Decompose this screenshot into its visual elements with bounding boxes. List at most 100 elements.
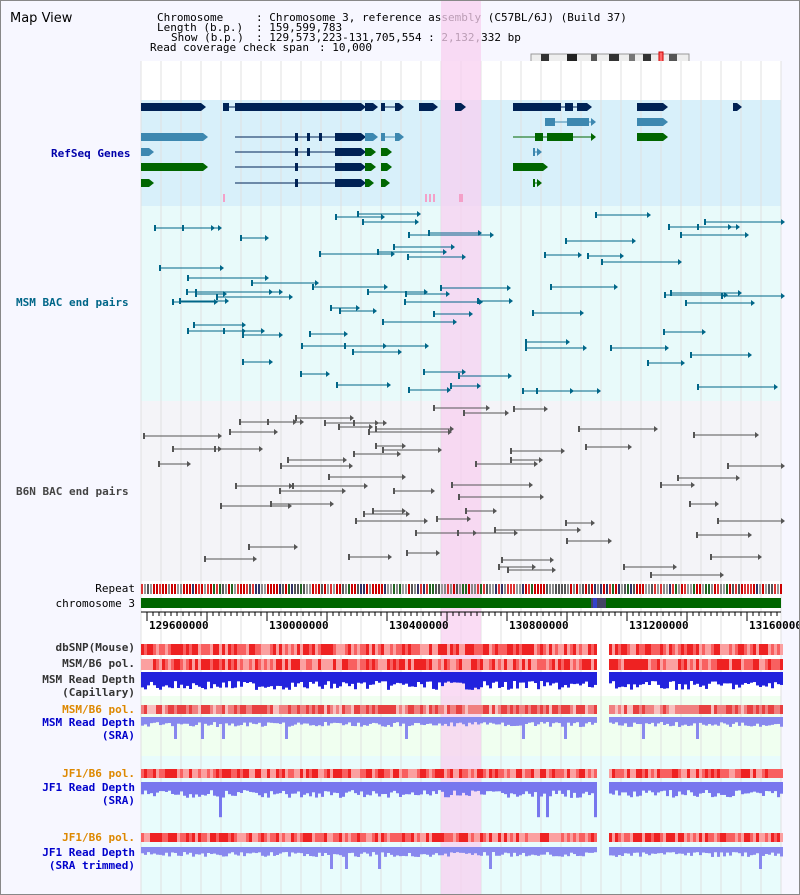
heat-cell — [633, 659, 636, 670]
repeat-segment — [435, 584, 437, 594]
depth-bar — [243, 847, 246, 857]
heat-cell — [729, 833, 732, 842]
heat-cell — [321, 705, 324, 714]
repeat-segment — [273, 584, 275, 594]
depth-bar — [522, 782, 525, 795]
depth-bar — [609, 847, 612, 856]
heat-cell — [306, 644, 309, 655]
heat-cell — [777, 644, 780, 655]
depth-bar — [726, 847, 729, 853]
heat-cell — [351, 659, 354, 670]
heat-cell — [612, 833, 615, 842]
depth-bar — [729, 672, 732, 684]
depth-bar — [267, 847, 270, 856]
heat-cell — [687, 769, 690, 778]
heat-cell — [516, 705, 519, 714]
depth-bar — [222, 672, 225, 683]
depth-bar — [213, 782, 216, 796]
depth-bar — [174, 847, 177, 853]
heat-cell — [465, 769, 468, 778]
heat-cell — [762, 659, 765, 670]
heat-cell — [495, 705, 498, 714]
heat-cell — [216, 659, 219, 670]
depth-bar — [633, 717, 636, 723]
bac-end — [328, 474, 330, 480]
heat-cell — [168, 769, 171, 778]
heat-cell — [198, 644, 201, 655]
depth-bar — [681, 672, 684, 690]
depth-bar — [780, 672, 783, 685]
depth-bar — [354, 782, 357, 794]
heat-cell — [330, 659, 333, 670]
heat-cell — [417, 659, 420, 670]
gene-exon — [381, 133, 385, 141]
depth-bar — [393, 717, 396, 723]
heat-cell — [162, 705, 165, 714]
depth-bar — [285, 717, 288, 739]
bac-end-arrow — [540, 494, 544, 500]
depth-bar — [366, 717, 369, 726]
depth-bar — [405, 847, 408, 857]
depth-bar — [636, 717, 639, 725]
depth-bar — [366, 782, 369, 795]
repeat-segment — [423, 584, 425, 594]
repeat-segment — [723, 584, 725, 594]
depth-bar — [684, 717, 687, 725]
depth-bar — [726, 782, 729, 797]
heat-cell — [702, 705, 705, 714]
depth-bar — [180, 717, 183, 725]
heat-cell — [261, 644, 264, 655]
depth-bar — [516, 717, 519, 726]
gene-exon — [141, 148, 149, 156]
depth-bar — [315, 672, 318, 682]
repeat-segment — [360, 584, 362, 594]
depth-bar — [402, 717, 405, 724]
depth-bar — [357, 782, 360, 795]
depth-bar — [369, 717, 372, 724]
heat-cell — [432, 833, 435, 842]
depth-bar — [210, 782, 213, 791]
heat-cell — [570, 833, 573, 842]
heat-cell — [150, 833, 153, 842]
heat-cell — [285, 644, 288, 655]
heat-cell — [663, 705, 666, 714]
bac-end-arrow — [384, 284, 388, 290]
bac-end-arrow — [402, 508, 406, 514]
depth-bar — [153, 782, 156, 797]
heat-cell — [477, 659, 480, 670]
depth-bar — [234, 672, 237, 688]
heat-cell — [300, 833, 303, 842]
gene-exon — [223, 103, 229, 111]
heat-cell — [300, 644, 303, 655]
heat-cell — [468, 769, 471, 778]
heat-cell — [756, 644, 759, 655]
heat-cell — [249, 644, 252, 655]
depth-bar — [366, 847, 369, 854]
heat-cell — [264, 833, 267, 842]
depth-bar — [450, 672, 453, 683]
track-label-jf1-depth-sra: JF1 Read Depth — [42, 781, 135, 794]
depth-bar — [423, 782, 426, 791]
depth-bar — [408, 782, 411, 795]
heat-cell — [474, 644, 477, 655]
heat-cell — [501, 705, 504, 714]
bac-end — [696, 532, 698, 538]
depth-bar — [150, 847, 153, 855]
heat-cell — [330, 705, 333, 714]
depth-bar — [765, 847, 768, 855]
repeat-segment — [747, 584, 749, 594]
selected-region-highlight[interactable] — [441, 1, 481, 894]
heat-cell — [243, 769, 246, 778]
heat-cell — [396, 769, 399, 778]
depth-bar — [495, 672, 498, 682]
heat-cell — [429, 644, 432, 655]
heat-cell — [588, 769, 591, 778]
heat-cell — [747, 644, 750, 655]
depth-bar — [396, 847, 399, 856]
heat-cell — [366, 705, 369, 714]
gene-arrow — [203, 163, 208, 171]
depth-bar — [450, 782, 453, 796]
heat-cell — [657, 705, 660, 714]
repeat-segment — [159, 584, 161, 594]
heat-cell — [501, 659, 504, 670]
